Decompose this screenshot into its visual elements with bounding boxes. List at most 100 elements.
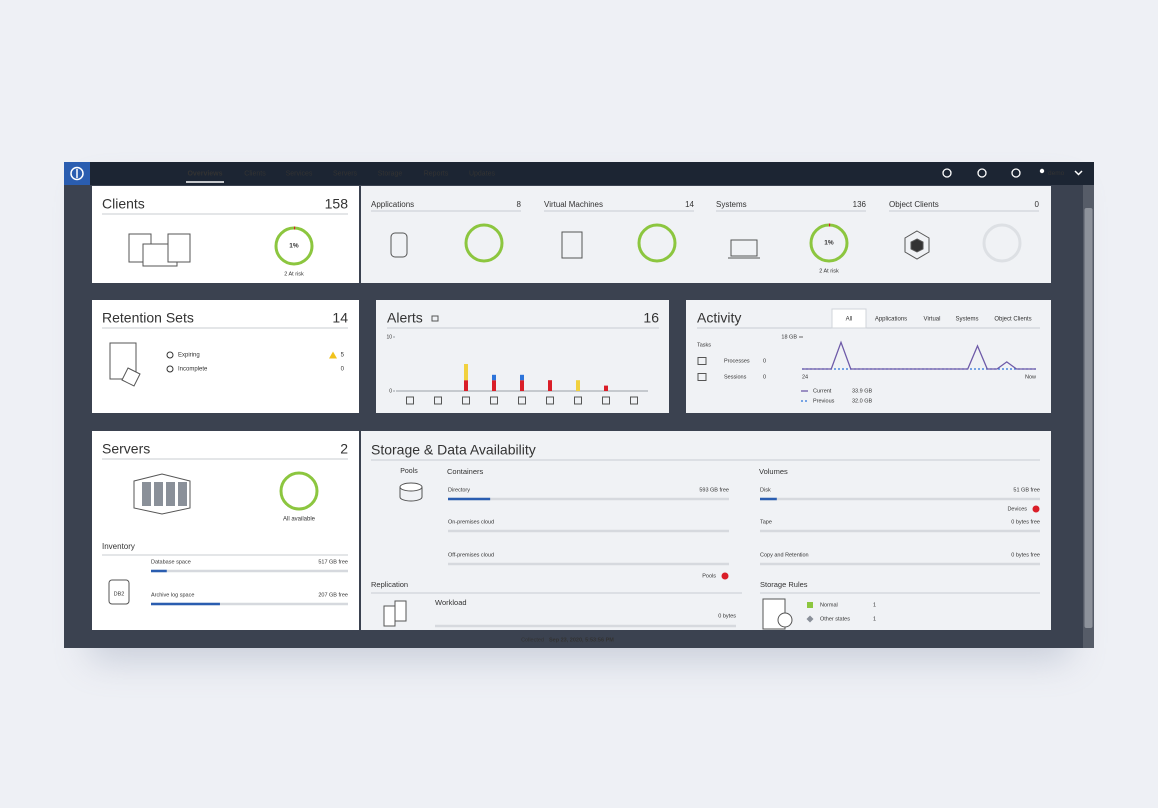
nav-item[interactable]: Storage (378, 170, 403, 177)
alert-bar (548, 380, 552, 391)
alert-bar (492, 380, 496, 391)
alert-bar (520, 380, 524, 391)
rule-count: 1 (873, 616, 876, 622)
panel-count: 14 (332, 310, 348, 326)
storage-item-label: On-premises cloud (448, 519, 494, 525)
servers-status: All available (283, 517, 316, 523)
group-title: Replication (371, 580, 408, 589)
storage-bar-track (760, 497, 1040, 501)
object-icon (904, 230, 930, 260)
inventory-bar-track (151, 569, 348, 573)
replication-icon (394, 600, 407, 622)
nav-item[interactable]: Reports (424, 170, 449, 177)
rule-label: Other states (820, 616, 850, 622)
category-icon (546, 396, 554, 405)
user-icon (1039, 168, 1045, 174)
replication-icon (383, 605, 396, 627)
risk-percent: 1% (289, 243, 299, 250)
nav-icon (1011, 168, 1021, 178)
logo-icon (70, 166, 84, 181)
alert-bar (604, 385, 608, 391)
inventory-title: Inventory (102, 542, 135, 551)
inventory-bar (151, 569, 167, 573)
retention-label: Expiring (178, 353, 200, 359)
activity-tab[interactable]: Applications (875, 317, 907, 323)
retention-count: 5 (341, 353, 345, 359)
workloads-panel (361, 186, 1051, 283)
object-icon (910, 238, 924, 253)
category-icon (490, 396, 498, 405)
panel-title: Servers (102, 441, 150, 457)
panel-count: 2 (340, 441, 348, 457)
alert-bar (464, 380, 468, 391)
nav-item[interactable]: Clients (244, 170, 266, 177)
inventory-bar (151, 602, 220, 606)
other-swatch (806, 615, 814, 623)
workload-count: 8 (517, 200, 522, 209)
panel-title: Clients (102, 196, 145, 212)
category-icon (518, 396, 526, 405)
nav-item[interactable]: Servers (333, 170, 358, 177)
user-menu-chevron (1074, 170, 1083, 176)
task-icon (697, 373, 707, 381)
workload-count: 0 (1035, 200, 1040, 209)
nav-icon (942, 168, 952, 178)
category-icon (574, 396, 582, 405)
warning-icon (329, 351, 337, 359)
vm-icon (561, 231, 583, 259)
status-label: Devices (1007, 506, 1027, 512)
storage-bar-track (448, 497, 729, 501)
workload-name: Applications (371, 200, 414, 209)
category-icon (406, 396, 414, 405)
risk-label: 2 At risk (819, 268, 839, 274)
activity-tab[interactable]: Systems (955, 317, 978, 323)
user-menu[interactable]: demo (1048, 170, 1065, 177)
storage-bar-track (760, 562, 1040, 566)
workload-count: 14 (685, 200, 694, 209)
activity-tab[interactable]: Object Clients (994, 317, 1031, 323)
risk-label: 2 At risk (284, 271, 304, 277)
storage-bar (448, 497, 491, 501)
category-icon (462, 396, 470, 405)
risk-percent: 1% (824, 240, 834, 247)
rule-count: 1 (873, 602, 876, 608)
storage-item-free: 593 GB free (699, 487, 729, 493)
server-rack-icon (142, 482, 151, 506)
alert-bar (576, 380, 580, 391)
retention-count: 0 (341, 367, 345, 373)
category-icon (434, 396, 442, 405)
nav-item[interactable]: Overviews (187, 170, 222, 177)
storage-bar-track (448, 529, 729, 533)
legend-label: Current (813, 388, 832, 394)
activity-tab[interactable]: Virtual (924, 317, 941, 323)
task-label: Sessions (724, 374, 747, 380)
storage-bar-track (760, 529, 1040, 533)
system-icon (730, 239, 758, 257)
servers-ring (279, 471, 319, 511)
panel-count: 16 (643, 310, 659, 326)
task-label: Processes (724, 358, 750, 364)
panel-title: Storage & Data Availability (371, 442, 536, 458)
workload-label: Workload (435, 598, 467, 607)
top-nav (64, 162, 1094, 185)
nav-item[interactable]: Updates (469, 170, 496, 177)
storage-item-free: 51 GB free (1013, 487, 1040, 493)
footer-label: Collected (521, 637, 544, 643)
workload-ring (982, 223, 1022, 263)
group-title: Storage Rules (760, 580, 808, 589)
panel-title: Alerts (387, 310, 423, 326)
inventory-free: 207 GB free (318, 592, 348, 598)
nav-item[interactable]: Services (286, 170, 313, 177)
inventory-label: Archive log space (151, 592, 194, 598)
activity-tab[interactable]: All (846, 317, 853, 323)
storage-bar (760, 497, 777, 501)
legend-value: 32.0 GB (852, 398, 873, 404)
group-title: Containers (447, 467, 484, 476)
panel-title: Activity (697, 310, 741, 326)
legend-label: Previous (813, 398, 835, 404)
category-icon (602, 396, 610, 405)
panel-count: 158 (325, 196, 349, 212)
normal-swatch (807, 602, 813, 608)
